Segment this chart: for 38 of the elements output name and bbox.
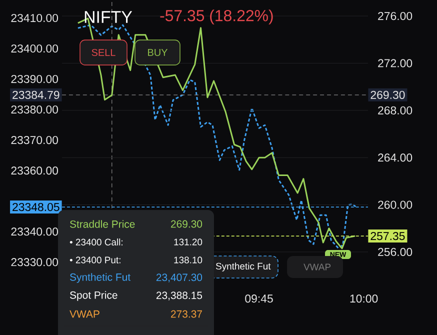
y-tick-label: 23410.00 xyxy=(11,14,58,22)
annotation: 138.10 xyxy=(174,256,202,264)
text: 23,388.15 xyxy=(156,292,202,300)
text: 273.37 xyxy=(171,310,202,318)
y2-tick-label: 264.00 xyxy=(378,154,412,162)
ref-line-label: 257.35 xyxy=(370,232,405,240)
y2-tick-label: 256.00 xyxy=(378,248,412,256)
x-tick-label: 10:00 xyxy=(350,294,378,303)
y2-tick-label: 272.00 xyxy=(378,59,412,68)
y-tick-label: 23370.00 xyxy=(11,136,58,144)
annotation: SELL xyxy=(92,48,116,56)
annotation: • 23400 Put: xyxy=(70,256,120,264)
annotation: 23,407.30 xyxy=(156,274,202,282)
annotation: 131.20 xyxy=(174,238,202,246)
text: NIFTY xyxy=(84,11,132,23)
y-tick-label: 23380.00 xyxy=(11,105,58,114)
text: Synthetic Fut xyxy=(70,273,130,283)
y2-tick-label: 276.00 xyxy=(378,12,412,20)
text: VWAP xyxy=(70,310,100,318)
annotation: BUY xyxy=(148,49,168,56)
text: Straddle Price xyxy=(70,220,135,228)
x-tick-label: 09:45 xyxy=(245,294,273,303)
y-tick-label: 23390.00 xyxy=(11,74,58,84)
annotation: VWAP xyxy=(304,264,331,270)
annotation: • 23400 Call: xyxy=(70,238,122,246)
text: 269.30 xyxy=(370,90,405,99)
ref-line-label: 23384.79 xyxy=(12,90,60,99)
ref-line-label: 23348.05 xyxy=(12,202,60,212)
legend-label: Synthetic Fut xyxy=(216,262,271,272)
text: Spot Price xyxy=(70,291,118,301)
y-tick-label: 23360.00 xyxy=(11,166,58,175)
y2-tick-label: 260.00 xyxy=(378,200,412,209)
y2-tick-label: 268.00 xyxy=(378,106,412,114)
annotation: 269.30 xyxy=(171,220,202,228)
y-tick-label: 23340.00 xyxy=(11,228,58,236)
text: -57.35 (18.22%) xyxy=(160,10,273,24)
y-tick-label: 23330.00 xyxy=(11,258,58,266)
y-tick-label: 23400.00 xyxy=(11,44,58,53)
